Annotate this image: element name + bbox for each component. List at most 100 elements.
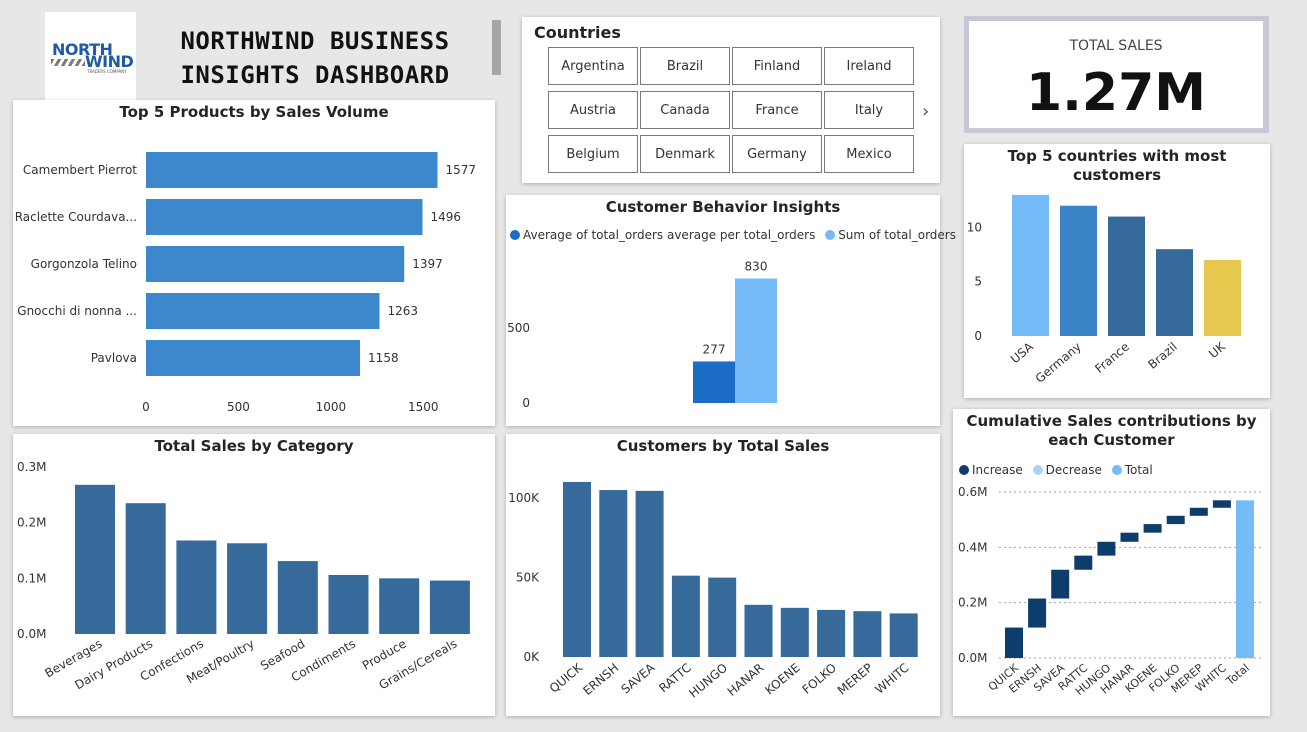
category-bar-grains-cereals xyxy=(429,580,470,634)
waterfall-bar-savea xyxy=(1051,569,1070,599)
customer-bar-quick xyxy=(563,481,591,657)
legend-item-decrease[interactable]: Decrease xyxy=(1032,463,1102,477)
slicer-tile-belgium[interactable]: Belgium xyxy=(548,135,638,173)
waterfall-bar-rattc xyxy=(1074,555,1093,570)
cumulative-sales-legend: Increase Decrease Total xyxy=(959,463,1159,477)
customer-tick-label: MEREP xyxy=(835,661,875,698)
legend-label-decrease: Decrease xyxy=(1045,463,1102,477)
product-data-label: 1496 xyxy=(431,210,462,224)
customer-tick-label: HUNGO xyxy=(686,661,730,701)
slicer-tile-italy[interactable]: Italy xyxy=(824,91,914,129)
country-tick-label: France xyxy=(1092,340,1132,376)
product-data-label: 1263 xyxy=(387,304,418,318)
slicer-title: Countries xyxy=(534,23,621,42)
country-bar-usa xyxy=(1012,194,1049,336)
slicer-tile-canada[interactable]: Canada xyxy=(640,91,730,129)
customer-bar-hanar xyxy=(744,604,773,657)
legend-label-average: Average of total_orders average per tota… xyxy=(523,228,816,242)
legend-item-sum[interactable]: Sum of total_orders xyxy=(825,228,956,242)
northwind-logo: NORTH WIND TRADERS COMPANY xyxy=(45,12,136,100)
customer-tick-label: WHITC xyxy=(872,661,911,697)
top-products-title: Top 5 Products by Sales Volume xyxy=(119,103,389,121)
category-bar-confections xyxy=(176,540,217,634)
customer-bar-ernsh xyxy=(599,490,628,657)
x-tick-label: 1500 xyxy=(408,400,439,414)
slicer-tile-france[interactable]: France xyxy=(732,91,822,129)
cumulative-sales-panel[interactable]: Cumulative Sales contributions by each C… xyxy=(953,409,1270,716)
waterfall-bar-total xyxy=(1236,500,1254,658)
logo-word-north: NORTH xyxy=(52,40,113,59)
customer-behavior-panel[interactable]: Customer Behavior Insights Average of to… xyxy=(506,195,956,426)
x-tick-label: 0 xyxy=(142,400,150,414)
legend-dot-increase xyxy=(959,465,969,475)
customer-tick-label: HANAR xyxy=(725,661,767,699)
product-bar xyxy=(146,152,438,188)
header-scrollbar[interactable] xyxy=(492,20,501,75)
customer-bar-whitc xyxy=(889,613,918,657)
x-tick-label: 1000 xyxy=(316,400,347,414)
country-tick-label: Brazil xyxy=(1145,340,1180,372)
countries-slicer: Countries Argentina Brazil Finland Irela… xyxy=(522,17,940,183)
country-bar-uk xyxy=(1204,260,1241,336)
dashboard-title-line-1: NORTHWIND BUSINESS xyxy=(180,27,450,55)
top-products-chart: Camembert Pierrot 1577 Raclette Courdava..… xyxy=(15,152,476,414)
y-tick-label: 0K xyxy=(523,650,540,664)
slicer-tile-austria[interactable]: Austria xyxy=(548,91,638,129)
waterfall-bar-folko xyxy=(1166,515,1185,525)
legend-item-total[interactable]: Total xyxy=(1111,463,1153,477)
country-bar-france xyxy=(1108,216,1145,336)
slicer-tile-mexico[interactable]: Mexico xyxy=(824,135,914,173)
waterfall-bar-merep xyxy=(1189,507,1208,516)
waterfall-bar-ernsh xyxy=(1028,598,1047,628)
behavior-bar-average xyxy=(693,361,735,403)
y-tick-label: 5 xyxy=(974,275,982,289)
customers-by-sales-panel[interactable]: Customers by Total Sales 0K 50K 100K QUICK E… xyxy=(506,434,940,716)
dashboard-title-line-2: INSIGHTS DASHBOARD xyxy=(180,61,450,89)
customer-bar-hungo xyxy=(708,577,737,657)
y-tick-label: 500 xyxy=(507,321,530,335)
sales-by-category-title: Total Sales by Category xyxy=(154,437,354,455)
category-bar-beverages xyxy=(75,484,115,634)
waterfall-bar-koene xyxy=(1143,524,1162,533)
sales-by-category-panel[interactable]: Total Sales by Category 0.0M 0.1M 0.2M 0.3M… xyxy=(13,434,495,716)
behavior-data-label: 277 xyxy=(703,342,726,356)
top-countries-title: Top 5 countries with most customers xyxy=(1007,147,1227,184)
y-tick-label: 0.0M xyxy=(17,627,46,641)
slicer-tile-germany[interactable]: Germany xyxy=(732,135,822,173)
total-sales-card[interactable]: TOTAL SALES 1.27M xyxy=(969,21,1263,128)
y-tick-label: 0.2M xyxy=(958,596,987,610)
slicer-tile-finland[interactable]: Finland xyxy=(732,47,822,85)
y-tick-label: 0.4M xyxy=(958,540,987,554)
legend-item-increase[interactable]: Increase xyxy=(959,463,1023,477)
slicer-tile-argentina[interactable]: Argentina xyxy=(548,47,638,85)
legend-label-sum: Sum of total_orders xyxy=(838,228,956,242)
waterfall-bar-quick xyxy=(1005,627,1023,658)
behavior-data-label: 830 xyxy=(745,260,768,274)
customer-bar-koene xyxy=(780,607,809,657)
product-bar xyxy=(146,246,405,282)
total-sales-label: TOTAL SALES xyxy=(1069,38,1163,54)
legend-item-average[interactable]: Average of total_orders average per tota… xyxy=(510,228,815,242)
slicer-tile-brazil[interactable]: Brazil xyxy=(640,47,730,85)
legend-dot-average xyxy=(510,230,520,240)
legend-dot-sum xyxy=(825,230,836,240)
waterfall-tick-label: Total xyxy=(1223,661,1252,688)
product-category-label: Gnocchi di nonna ... xyxy=(17,304,137,318)
customer-tick-label: QUICK xyxy=(547,660,586,696)
slicer-tile-ireland[interactable]: Ireland xyxy=(824,47,914,85)
category-bar-condiments xyxy=(328,574,369,634)
category-bar-produce xyxy=(379,578,420,634)
slicer-next-chevron-icon[interactable]: › xyxy=(922,101,930,122)
customer-bar-merep xyxy=(853,611,882,657)
top-countries-panel[interactable]: Top 5 countries with most customers 0 5 10… xyxy=(964,144,1270,398)
top-products-panel[interactable]: Top 5 Products by Sales Volume Camembert… xyxy=(13,100,495,426)
legend-dot-total xyxy=(1111,465,1122,475)
cumulative-sales-chart: 0.0M0.2M0.4M0.6MQUICKERNSHSAVEARATTCHUNG… xyxy=(958,485,1261,698)
country-tick-label: USA xyxy=(1008,339,1037,366)
slicer-tile-denmark[interactable]: Denmark xyxy=(640,135,730,173)
country-bar-germany xyxy=(1060,205,1097,336)
customer-behavior-title: Customer Behavior Insights xyxy=(605,198,841,216)
product-category-label: Camembert Pierrot xyxy=(23,163,137,177)
